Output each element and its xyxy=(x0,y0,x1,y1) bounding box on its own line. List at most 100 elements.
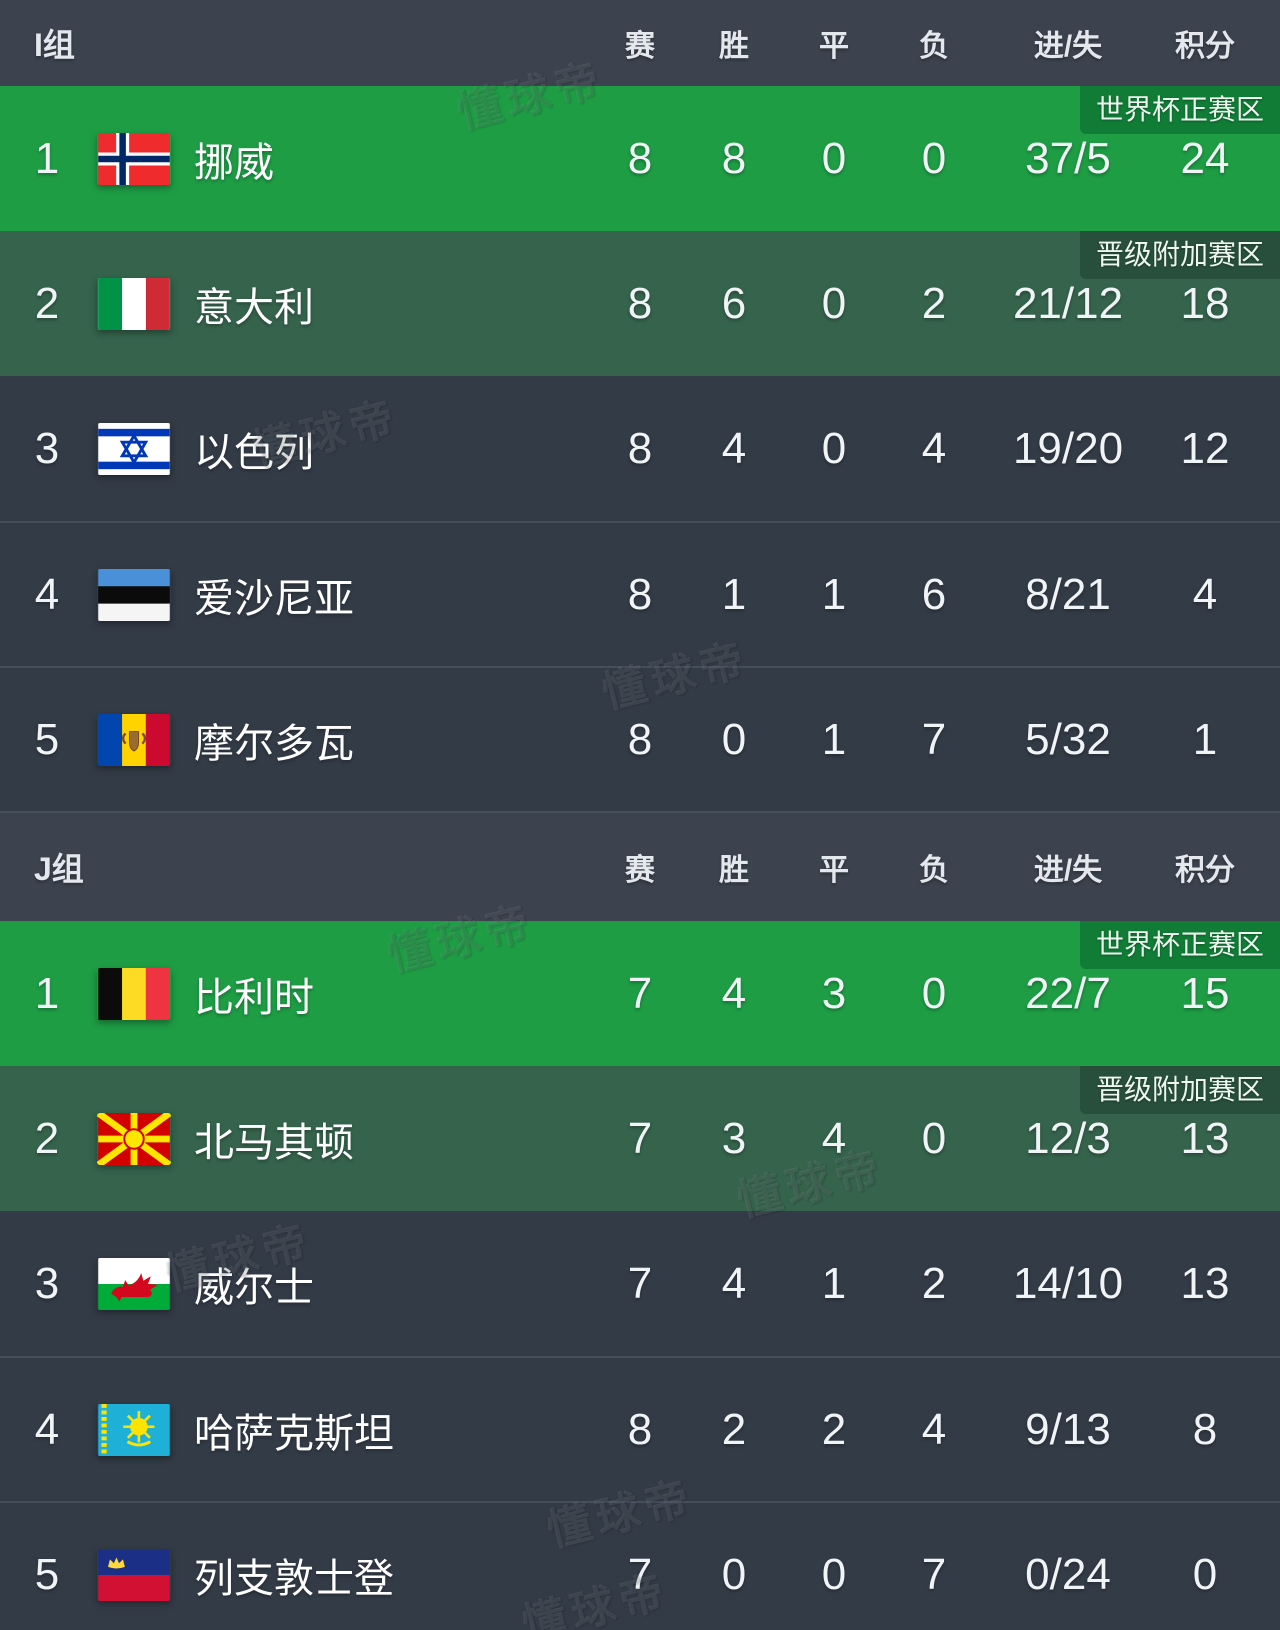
stat-win: 8 xyxy=(721,133,747,183)
stat-loss: 2 xyxy=(921,1258,947,1308)
team-name: 列支敦士登 xyxy=(194,1556,394,1601)
stat-draw: 2 xyxy=(821,1404,847,1454)
stat-goals: 9/13 xyxy=(1025,1404,1111,1454)
group-label: I组 xyxy=(34,27,75,63)
stat-win: 2 xyxy=(721,1404,747,1454)
col-played: 赛 xyxy=(625,854,655,887)
stat-win: 1 xyxy=(721,569,747,619)
stat-played: 8 xyxy=(627,1404,653,1454)
rank: 3 xyxy=(34,423,60,473)
rank: 5 xyxy=(34,714,60,764)
group-header-j: J组 赛 胜 平 负 进/失 积分 xyxy=(0,811,1280,921)
stat-points: 0 xyxy=(1192,1549,1218,1599)
team-name: 哈萨克斯坦 xyxy=(194,1411,394,1456)
stat-played: 8 xyxy=(627,423,653,473)
liechtenstein-flag-icon xyxy=(97,1548,171,1601)
stat-played: 7 xyxy=(627,968,653,1018)
stat-draw: 0 xyxy=(821,278,847,328)
table-row-kazakhstan[interactable]: 4 哈萨克斯坦 8 2 2 4 9/13 8 xyxy=(0,1356,1280,1501)
stat-goals: 0/24 xyxy=(1025,1549,1111,1599)
north-macedonia-flag-icon xyxy=(97,1112,171,1165)
table-row-liechtenstein[interactable]: 5 列支敦士登 7 0 0 7 0/24 0 xyxy=(0,1501,1280,1630)
stat-win: 6 xyxy=(721,278,747,328)
stat-goals: 21/12 xyxy=(1012,278,1124,328)
stat-draw: 0 xyxy=(821,423,847,473)
stat-loss: 4 xyxy=(921,423,947,473)
moldova-flag-icon xyxy=(97,713,171,766)
stat-points: 24 xyxy=(1180,133,1230,183)
stat-played: 7 xyxy=(627,1258,653,1308)
belgium-flag-icon xyxy=(97,967,171,1020)
team-name: 摩尔多瓦 xyxy=(194,721,354,766)
zone-badge: 晋级附加赛区 xyxy=(1079,231,1280,279)
col-points: 积分 xyxy=(1175,30,1235,63)
col-points: 积分 xyxy=(1175,854,1235,887)
stat-draw: 1 xyxy=(821,1258,847,1308)
rank: 5 xyxy=(34,1549,60,1599)
table-row-estonia[interactable]: 4 爱沙尼亚 8 1 1 6 8/21 4 xyxy=(0,521,1280,666)
col-draw: 平 xyxy=(819,854,849,887)
col-draw: 平 xyxy=(819,30,849,63)
stat-loss: 0 xyxy=(921,968,947,1018)
group-header-i: I组 赛 胜 平 负 进/失 积分 xyxy=(0,0,1280,86)
table-row-moldova[interactable]: 5 摩尔多瓦 8 0 1 7 5/32 1 xyxy=(0,666,1280,811)
rank: 2 xyxy=(34,278,60,328)
col-loss: 负 xyxy=(919,30,949,63)
stat-goals: 8/21 xyxy=(1025,569,1111,619)
stat-goals: 12/3 xyxy=(1025,1113,1111,1163)
stat-played: 8 xyxy=(627,569,653,619)
stat-points: 15 xyxy=(1180,968,1230,1018)
stat-draw: 4 xyxy=(821,1113,847,1163)
stat-goals: 14/10 xyxy=(1012,1258,1124,1308)
stat-win: 4 xyxy=(721,1258,747,1308)
stat-goals: 19/20 xyxy=(1012,423,1124,473)
col-goals: 进/失 xyxy=(1033,854,1103,887)
group-label: J组 xyxy=(34,851,84,887)
stat-draw: 1 xyxy=(821,714,847,764)
rank: 4 xyxy=(34,1404,60,1454)
stat-points: 1 xyxy=(1192,714,1218,764)
stat-played: 7 xyxy=(627,1113,653,1163)
stat-loss: 2 xyxy=(921,278,947,328)
table-row-north-macedonia[interactable]: 2 北马其顿 7 3 4 0 12/3 13 晋级附加赛区 xyxy=(0,1066,1280,1211)
stat-loss: 0 xyxy=(921,1113,947,1163)
table-row-israel[interactable]: 3 以色列 8 4 0 4 19/20 12 xyxy=(0,376,1280,521)
stat-loss: 7 xyxy=(921,714,947,764)
col-loss: 负 xyxy=(919,854,949,887)
table-row-belgium[interactable]: 1 比利时 7 4 3 0 22/7 15 世界杯正赛区 xyxy=(0,921,1280,1066)
col-goals: 进/失 xyxy=(1033,30,1103,63)
stat-draw: 0 xyxy=(821,133,847,183)
team-name: 挪威 xyxy=(194,140,274,185)
italy-flag-icon xyxy=(97,277,171,330)
stat-loss: 7 xyxy=(921,1549,947,1599)
stat-played: 8 xyxy=(627,714,653,764)
stat-draw: 1 xyxy=(821,569,847,619)
stat-points: 18 xyxy=(1180,278,1230,328)
team-name: 威尔士 xyxy=(194,1265,314,1310)
stat-goals: 5/32 xyxy=(1025,714,1111,764)
table-row-wales[interactable]: 3 威尔士 7 4 1 2 14/10 13 xyxy=(0,1211,1280,1356)
col-played: 赛 xyxy=(625,30,655,63)
stat-points: 13 xyxy=(1180,1113,1230,1163)
rank: 1 xyxy=(34,133,60,183)
zone-badge: 晋级附加赛区 xyxy=(1079,1066,1280,1114)
norway-flag-icon xyxy=(97,132,171,185)
team-name: 北马其顿 xyxy=(194,1120,354,1165)
table-row-norway[interactable]: 1 挪威 8 8 0 0 37/5 24 世界杯正赛区 xyxy=(0,86,1280,231)
stat-goals: 37/5 xyxy=(1025,133,1111,183)
israel-flag-icon xyxy=(97,422,171,475)
zone-badge: 世界杯正赛区 xyxy=(1079,921,1280,969)
stat-win: 0 xyxy=(721,1549,747,1599)
stat-loss: 4 xyxy=(921,1404,947,1454)
stat-loss: 6 xyxy=(921,569,947,619)
stat-win: 4 xyxy=(721,968,747,1018)
stat-played: 8 xyxy=(627,133,653,183)
rank: 2 xyxy=(34,1113,60,1163)
team-name: 以色列 xyxy=(194,430,314,475)
stat-points: 8 xyxy=(1192,1404,1218,1454)
rank: 1 xyxy=(34,968,60,1018)
kazakhstan-flag-icon xyxy=(97,1403,171,1456)
table-row-italy[interactable]: 2 意大利 8 6 0 2 21/12 18 晋级附加赛区 xyxy=(0,231,1280,376)
stat-played: 8 xyxy=(627,278,653,328)
